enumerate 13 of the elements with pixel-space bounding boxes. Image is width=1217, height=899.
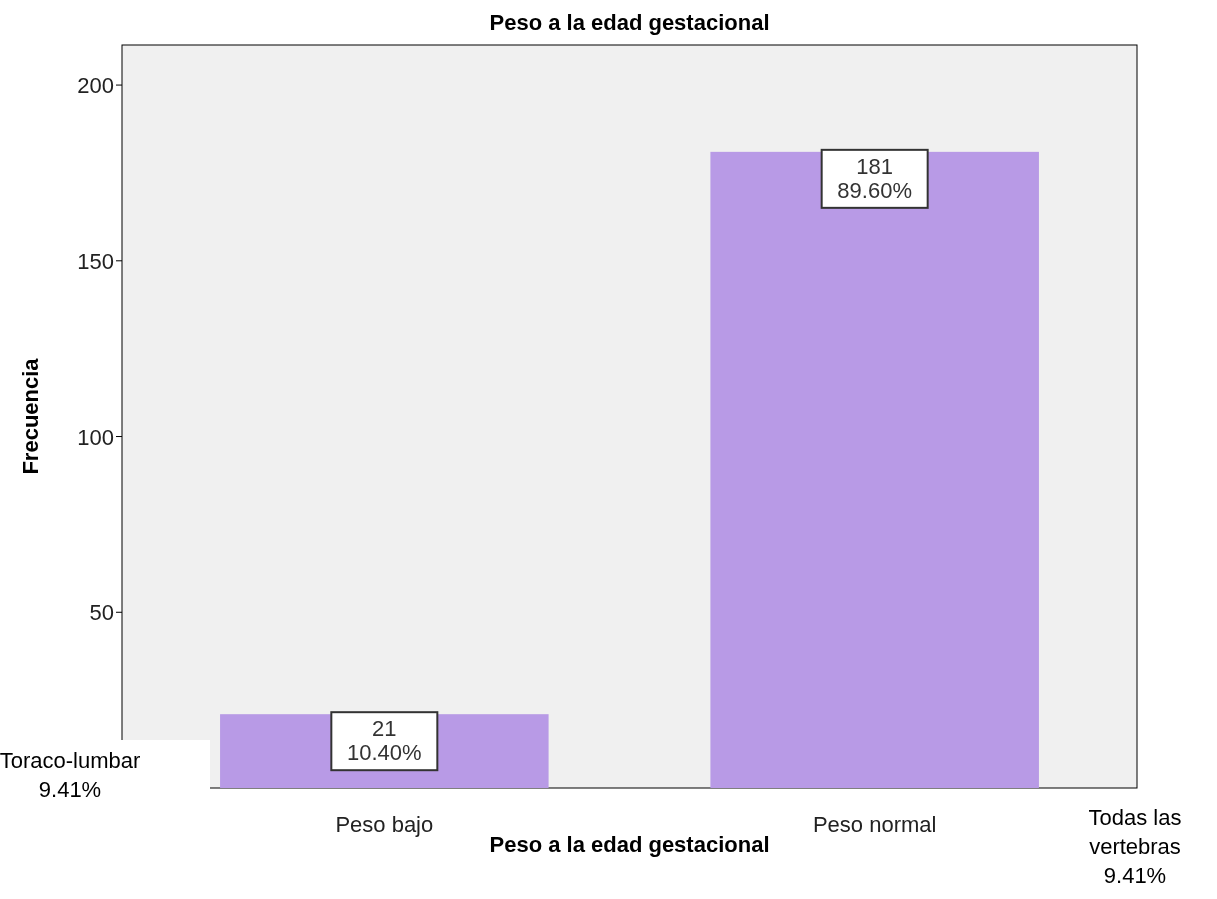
y-tick-label: 50 <box>89 600 114 626</box>
y-axis-title: Frecuencia <box>18 357 43 475</box>
data-label: 21 10.40% <box>347 716 422 766</box>
chart-title: Peso a la edad gestacional <box>489 10 770 35</box>
annotation: Toraco-lumbar 9.41% <box>0 748 141 802</box>
y-tick-label: 150 <box>77 248 114 274</box>
x-axis-title: Peso a la edad gestacional <box>489 832 770 857</box>
x-tick-label: Peso bajo <box>335 812 434 837</box>
text: Todas las vertebras 9.41% <box>1088 805 1182 888</box>
x-tick-label: Peso normal <box>812 812 937 837</box>
y-tick-label: 200 <box>77 73 114 99</box>
y-tick-label: 100 <box>77 424 114 450</box>
data-label: 181 89.60% <box>837 153 912 203</box>
